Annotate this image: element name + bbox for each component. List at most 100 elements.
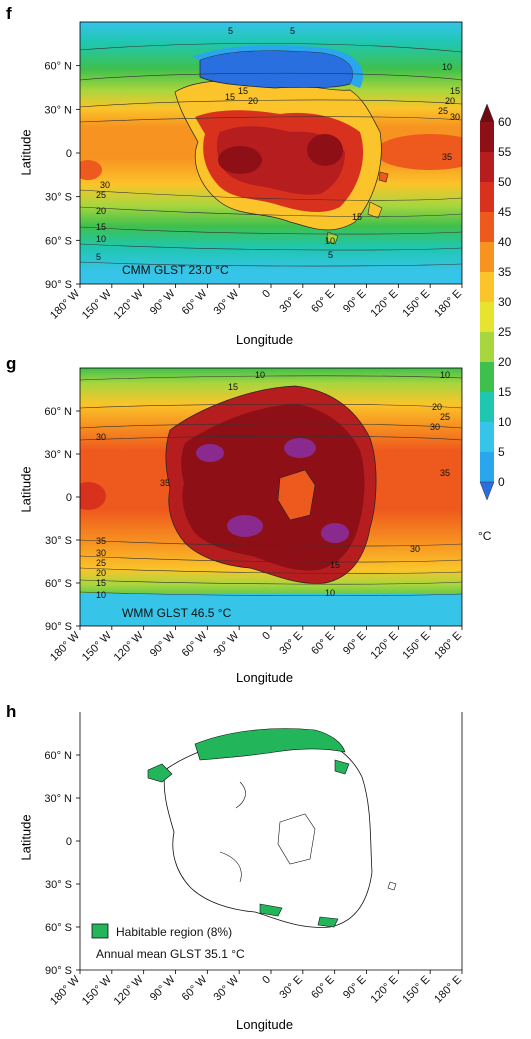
lon-tick-label: 30° W — [212, 629, 242, 659]
hot-spot-g4 — [321, 523, 349, 543]
lon-tick-label: 90° W — [148, 629, 178, 659]
lat-tick-label: 60° N — [44, 406, 72, 418]
colorbar-segment — [480, 302, 494, 332]
lat-tick-label: 90° S — [45, 621, 72, 633]
colorbar-segment — [480, 152, 494, 182]
contour-label: 25 — [96, 190, 106, 200]
contour-label: 15 — [96, 578, 106, 588]
contour-label: 35 — [440, 468, 450, 478]
xlabel-g: Longitude — [236, 670, 294, 685]
lon-tick-label: 120° W — [112, 973, 147, 1008]
legend-swatch-habitable — [91, 923, 109, 939]
colorbar-tick-label: 0 — [498, 475, 505, 489]
lat-tick-label: 30° S — [45, 879, 72, 891]
colorbar-segment — [480, 182, 494, 212]
contour-label: 30 — [96, 548, 106, 558]
contour-label: 35 — [160, 478, 170, 488]
contour-label: 15 — [96, 222, 106, 232]
lat-tick-label: 30° N — [44, 793, 72, 805]
contour-label: 15 — [330, 560, 340, 570]
colorbar-segment — [480, 452, 494, 482]
habitable-sw — [259, 903, 283, 917]
lon-tick-label: 180° E — [432, 974, 464, 1006]
hot-spot-g1 — [196, 444, 224, 462]
contour-label: 35 — [442, 152, 452, 162]
colorbar-tick-label: 5 — [498, 445, 505, 459]
colorbar-segment — [480, 332, 494, 362]
contour-label: 10 — [442, 62, 452, 72]
contour-label: 5 — [290, 26, 295, 36]
contour-label: 5 — [328, 250, 333, 260]
contour-label: 10 — [440, 370, 450, 380]
contour-label: 20 — [96, 568, 106, 578]
contour-label: 15 — [450, 86, 460, 96]
lon-tick-label: 120° E — [369, 630, 401, 662]
island-f2 — [325, 231, 339, 245]
lon-tick-label: 30° W — [212, 973, 242, 1003]
continent-h — [163, 731, 373, 928]
xlabel-h: Longitude — [236, 1017, 294, 1032]
warm-pool-west — [80, 160, 102, 180]
hot-spot-g3 — [227, 515, 263, 537]
contour-label: 30 — [450, 112, 460, 122]
contour-label: 10 — [96, 234, 106, 244]
colorbar-tick-label: 10 — [498, 415, 512, 429]
lat-tick-label: 60° S — [45, 578, 72, 590]
lat-tick-label: 90° S — [45, 965, 72, 977]
colorbar-tick-label: 40 — [498, 235, 512, 249]
lon-tick-label: 90° E — [341, 630, 369, 658]
colorbar-tick-label: 45 — [498, 205, 512, 219]
contour-label: 35 — [96, 536, 106, 546]
colorbar-segment — [480, 272, 494, 302]
contour-label: 30 — [430, 422, 440, 432]
contour-label: 10 — [255, 370, 265, 380]
lon-tick-label: 150° E — [400, 974, 432, 1006]
hot-spot-g2 — [284, 438, 316, 458]
map-habitable: Habitable region (8%) Annual mean GLST 3… — [91, 728, 397, 961]
lon-tick-label: 90° E — [341, 974, 369, 1002]
contour-label: 10 — [96, 590, 106, 600]
lon-tick-label: 120° E — [369, 974, 401, 1006]
contour-label: 30 — [410, 544, 420, 554]
lon-tick-label: 180° W — [48, 973, 83, 1008]
contour-label: 10 — [325, 588, 335, 598]
contour-label: 20 — [445, 96, 455, 106]
colorbar-tick-label: 35 — [498, 265, 512, 279]
contour-label: 20 — [248, 96, 258, 106]
lat-tick-label: 60° S — [45, 922, 72, 934]
contour-label: 25 — [438, 106, 448, 116]
panel-letter-h: h — [6, 702, 17, 721]
habitable-nw — [147, 763, 173, 783]
ylabel-h: Latitude — [18, 814, 34, 861]
colorbar-tick-label: 25 — [498, 325, 512, 339]
contour-label: 15 — [352, 212, 362, 222]
lat-tick-label: 0 — [66, 492, 72, 504]
xlabel-f: Longitude — [236, 332, 294, 347]
island-f1 — [367, 201, 383, 219]
colorbar-tick-label: 15 — [498, 385, 512, 399]
annotation-h: Annual mean GLST 35.1 °C — [96, 947, 245, 961]
lon-tick-label: 150° E — [400, 630, 432, 662]
colorbar-segment — [480, 422, 494, 452]
axes-f — [79, 21, 463, 285]
contour-label: 15 — [225, 92, 235, 102]
island-f3 — [378, 171, 389, 183]
lon-tick-label: 180° W — [48, 629, 83, 664]
colorbar-tick-label: 20 — [498, 355, 512, 369]
colorbar-tick-label: 55 — [498, 145, 512, 159]
annotation-g: WMM GLST 46.5 °C — [122, 606, 232, 620]
habitable-se — [317, 916, 339, 928]
colorbar-unit: °C — [478, 529, 492, 542]
colorbar-arrow-bottom — [479, 481, 495, 501]
lon-tick-label: 30° E — [277, 974, 305, 1002]
annotation-f: CMM GLST 23.0 °C — [122, 263, 229, 277]
colorbar-segment — [480, 362, 494, 392]
colorbar-segment — [480, 212, 494, 242]
contour-label: 15 — [228, 382, 238, 392]
contour-label: 5 — [96, 252, 101, 262]
warm-pool-east — [375, 134, 462, 170]
contour-label: 5 — [228, 26, 233, 36]
